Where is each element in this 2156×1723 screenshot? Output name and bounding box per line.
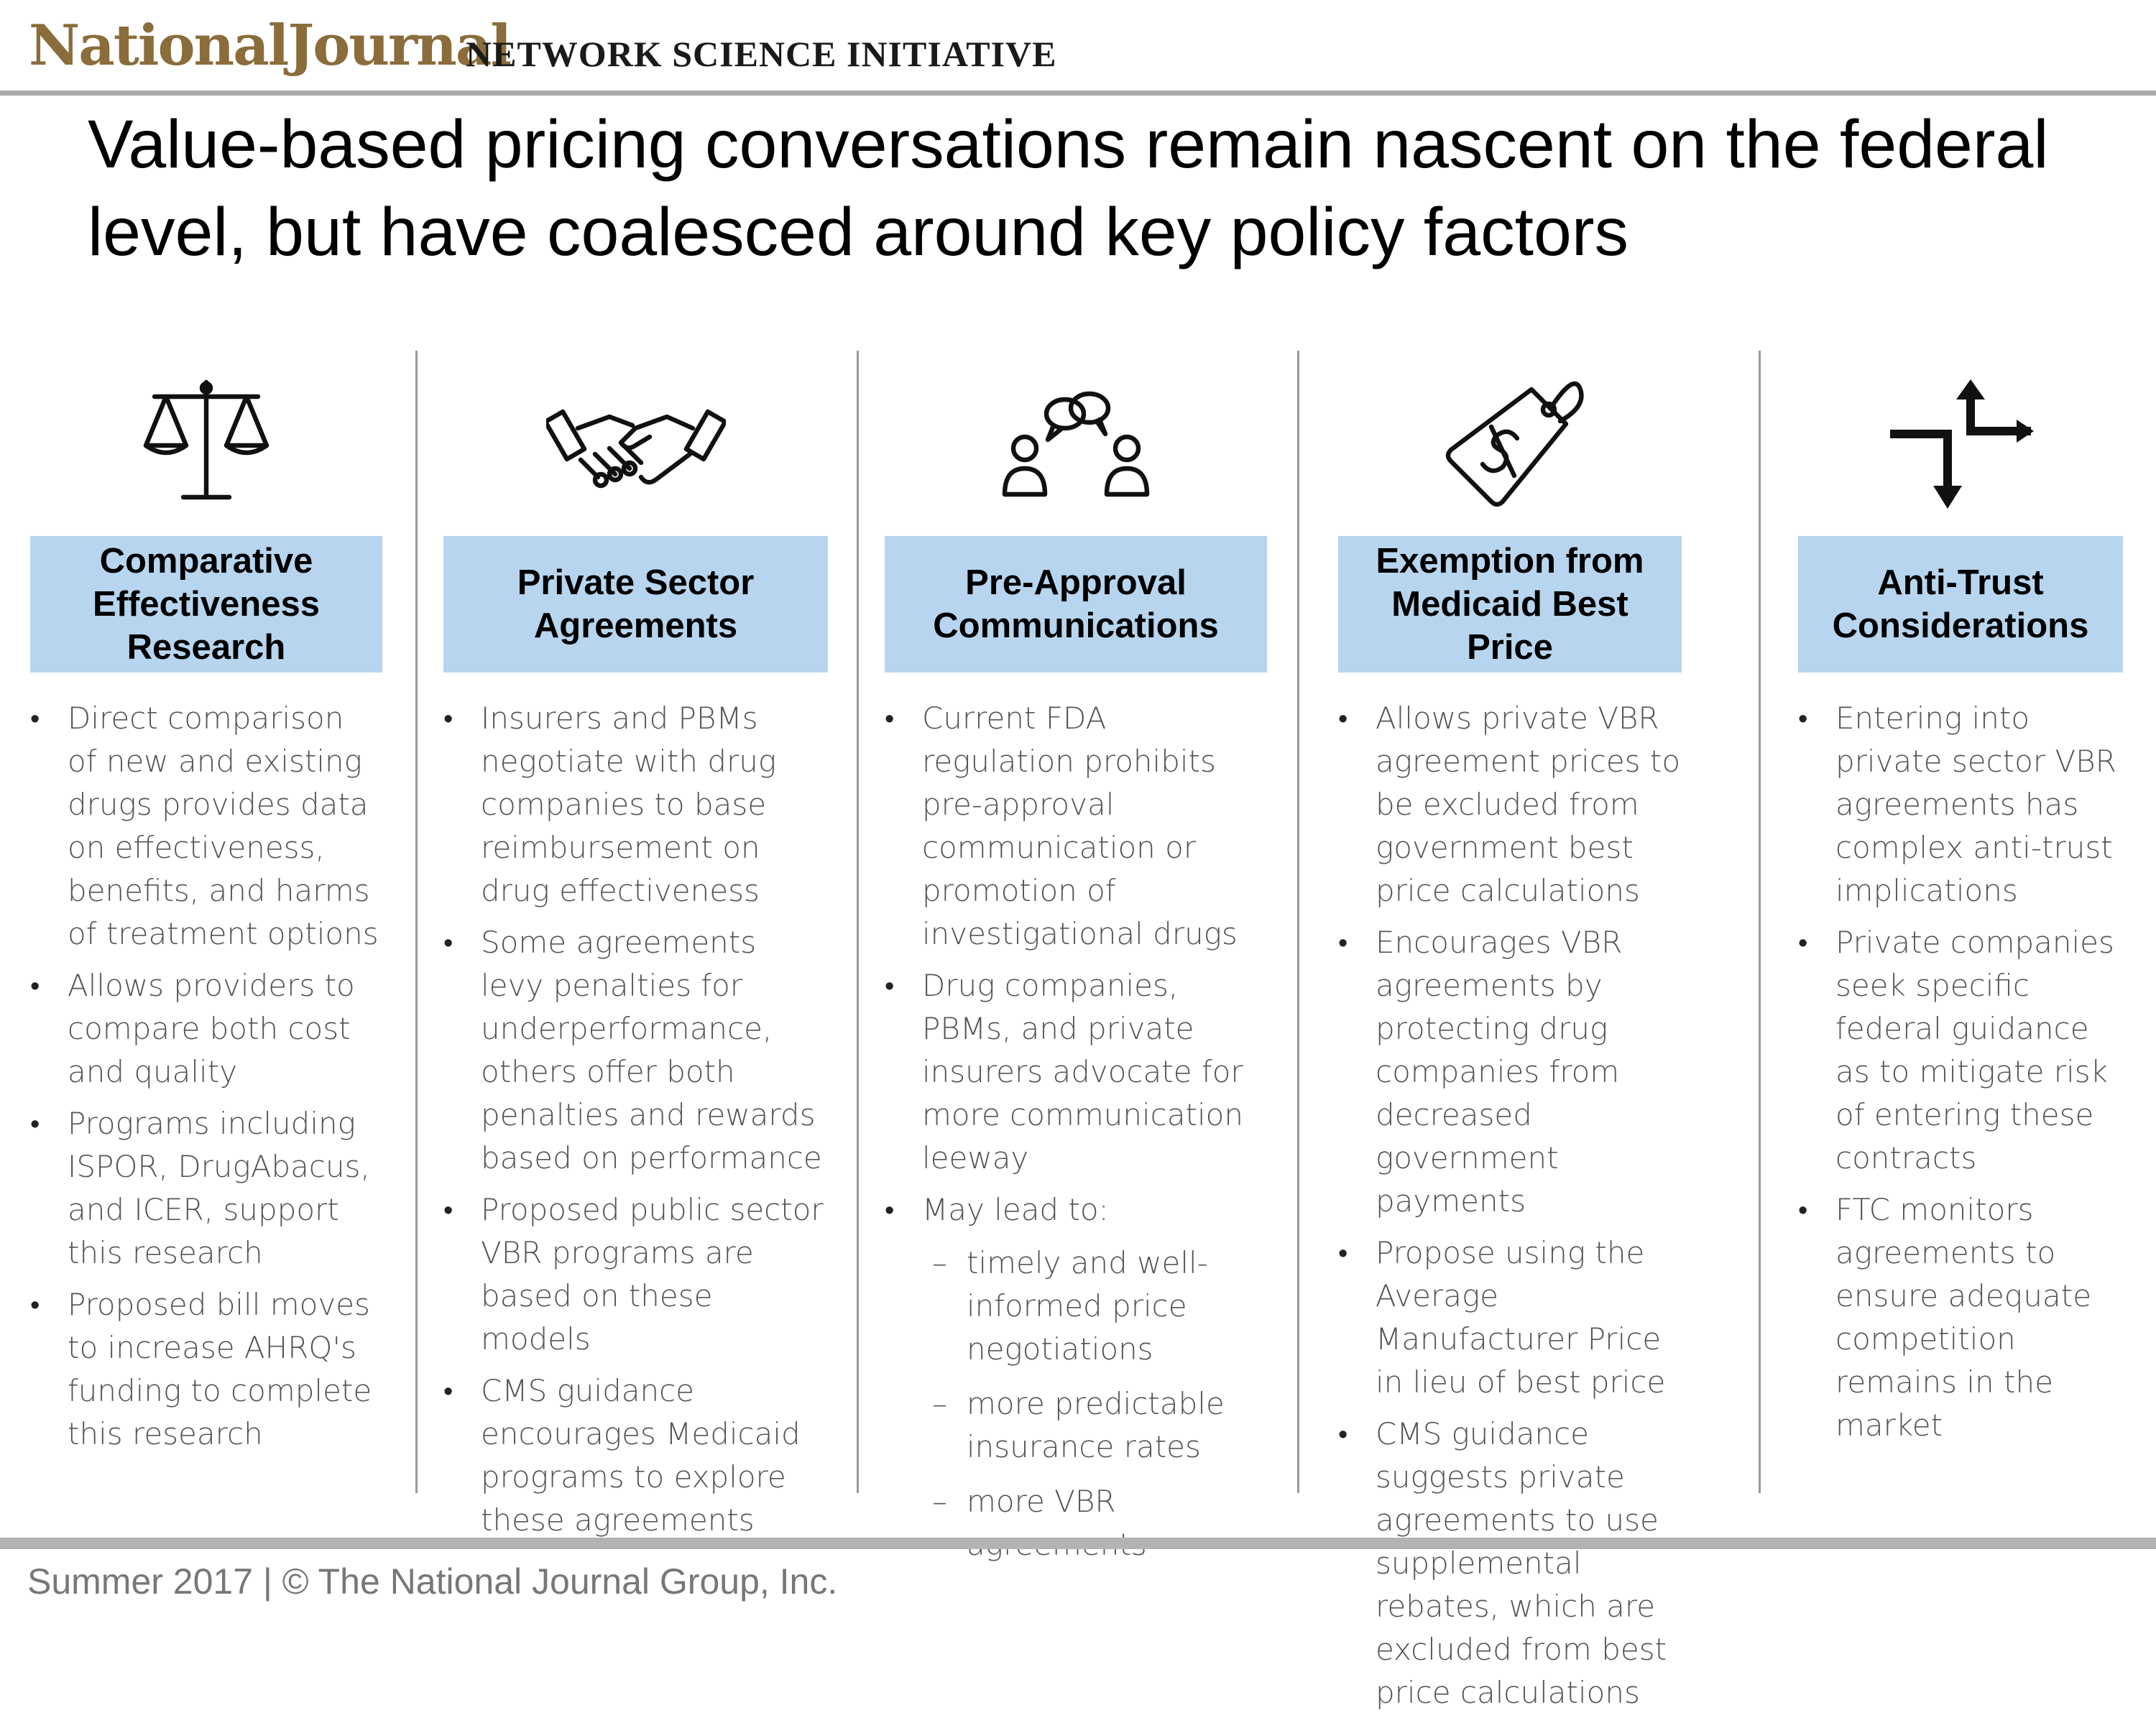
sub-bullet-item: timely and well-informed price negotiati… — [922, 1242, 1267, 1371]
bullet-item: Allows providers to compare both cost an… — [30, 964, 382, 1094]
column-heading: Exemption from Medicaid Best Price — [1338, 536, 1682, 673]
top-divider — [0, 91, 2156, 96]
slide-title: Value-based pricing conversations remain… — [88, 106, 2049, 270]
bullet-list: Entering into private sector VBR agreeme… — [1798, 697, 2123, 1456]
bullet-item: Drug companies, PBMs, and private insure… — [885, 964, 1267, 1180]
handshake-icon — [443, 374, 828, 525]
bullet-item: Private companies seek specific federal … — [1798, 921, 2123, 1180]
bullet-list: Insurers and PBMs negotiate with drug co… — [443, 697, 828, 1551]
column-pre-approval: Pre-Approval Communications Current FDA … — [885, 352, 1267, 1562]
bullet-list: Allows private VBR agreement prices to b… — [1338, 697, 1682, 1723]
column-heading: Comparative Effectiveness Research — [30, 536, 382, 673]
sub-bullet-item: more predictable insurance rates — [922, 1382, 1267, 1469]
opposing-arrows-icon — [1798, 374, 2123, 525]
column-medicaid-best-price: Exemption from Medicaid Best Price Allow… — [1338, 352, 1682, 1710]
column-anti-trust: Anti-Trust Considerations Entering into … — [1798, 352, 2123, 1502]
bullet-item-text: May lead to: — [922, 1192, 1109, 1227]
bullet-item: Insurers and PBMs negotiate with drug co… — [443, 697, 828, 913]
column-divider — [1759, 351, 1761, 1493]
sub-bullet-item: more VBR agreements — [922, 1480, 1267, 1566]
column-divider — [1297, 351, 1299, 1493]
bullet-list: Current FDA regulation prohibits pre-app… — [885, 697, 1267, 1578]
bullet-item: CMS guidance encourages Medicaid program… — [443, 1369, 828, 1542]
bullet-item: CMS guidance suggests private agreements… — [1338, 1413, 1682, 1714]
bullet-item: Entering into private sector VBR agreeme… — [1798, 697, 2123, 913]
bullet-item: Encourages VBR agreements by protecting … — [1338, 921, 1682, 1223]
sub-bullet-list: timely and well-informed price negotiati… — [922, 1242, 1267, 1566]
column-heading: Anti-Trust Considerations — [1798, 536, 2123, 673]
bullet-item: Proposed bill moves to increase AHRQ's f… — [30, 1283, 382, 1456]
bullet-item: May lead to: timely and well-informed pr… — [885, 1188, 1267, 1566]
brand-subtitle: NETWORK SCIENCE INITIATIVE — [466, 34, 1057, 74]
bullet-item: Allows private VBR agreement prices to b… — [1338, 697, 1682, 913]
header: NationalJournal NETWORK SCIENCE INITIATI… — [0, 0, 2156, 92]
column-divider — [415, 351, 418, 1493]
bullet-item: Propose using the Average Manufacturer P… — [1338, 1232, 1682, 1404]
bullet-item: Proposed public sector VBR programs are … — [443, 1188, 828, 1361]
column-heading: Pre-Approval Communications — [885, 536, 1267, 673]
column-divider — [857, 351, 859, 1493]
brand-logo: NationalJournal — [29, 13, 512, 78]
footer-copyright: Summer 2017 | © The National Journal Gro… — [27, 1561, 838, 1602]
bottom-divider — [0, 1538, 2156, 1549]
people-conversation-icon — [885, 374, 1267, 525]
bullet-item: Direct comparison of new and existing dr… — [30, 697, 382, 956]
bullet-item: Current FDA regulation prohibits pre-app… — [885, 697, 1267, 956]
column-comparative-effectiveness: Comparative Effectiveness Research Direc… — [30, 352, 382, 1502]
bullet-list: Direct comparison of new and existing dr… — [30, 697, 382, 1464]
dollar-price-tag-icon — [1338, 374, 1682, 525]
scales-of-justice-icon — [30, 374, 382, 525]
bullet-item: Some agreements levy penalties for under… — [443, 921, 828, 1180]
bullet-item: FTC monitors agreements to ensure adequa… — [1798, 1188, 2123, 1447]
bullet-item: Programs including ISPOR, DrugAbacus, an… — [30, 1102, 382, 1275]
column-private-sector: Private Sector Agreements Insurers and P… — [443, 352, 828, 1538]
column-heading: Private Sector Agreements — [443, 536, 828, 673]
